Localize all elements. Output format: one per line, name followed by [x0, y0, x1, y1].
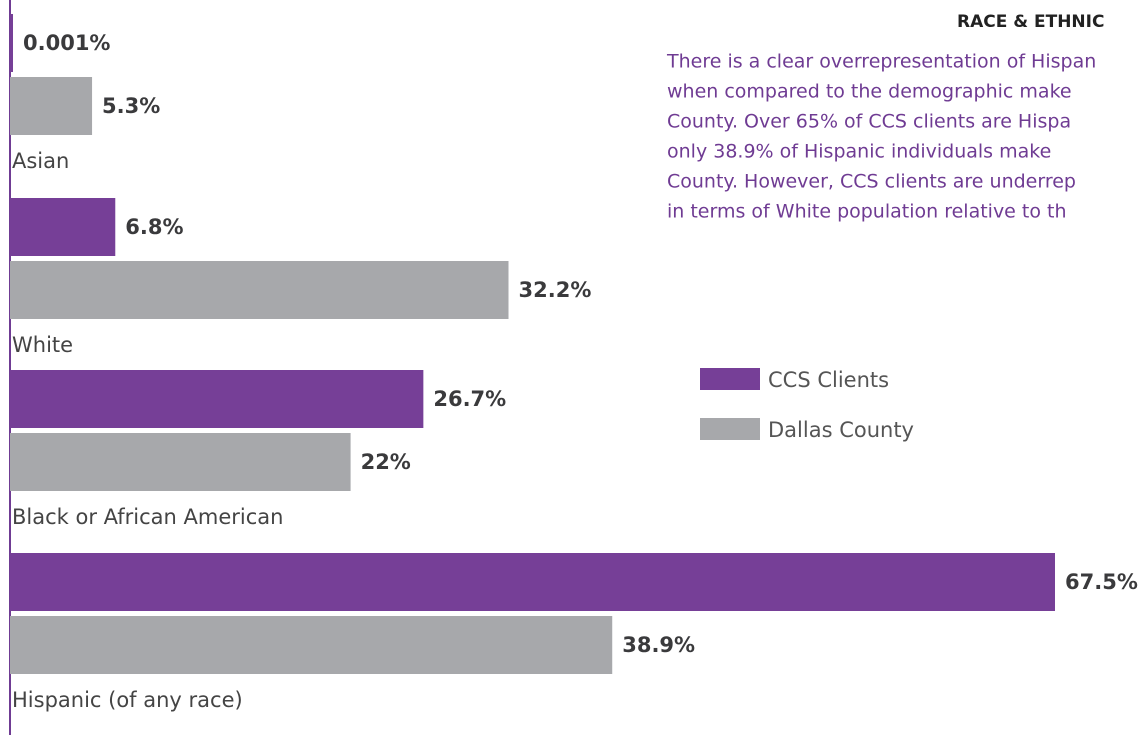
chart-title: RACE & ETHNIC — [957, 12, 1104, 32]
value-label: 0.001% — [23, 31, 110, 55]
category-label: White — [12, 333, 73, 357]
paragraph-line: only 38.9% of Hispanic individuals make — [667, 141, 1051, 163]
paragraph-line: County. However, CCS clients are underre… — [667, 171, 1076, 193]
legend-label: Dallas County — [768, 418, 914, 442]
paragraph-line: There is a clear overrepresentation of H… — [666, 51, 1096, 73]
value-label: 6.8% — [125, 215, 183, 239]
category-label: Hispanic (of any race) — [12, 688, 243, 712]
value-label: 5.3% — [102, 94, 160, 118]
category-label: Asian — [12, 149, 69, 173]
bar — [10, 433, 351, 491]
paragraph-line: when compared to the demographic make — [667, 81, 1072, 103]
bar — [10, 198, 116, 256]
bar — [10, 616, 613, 674]
paragraph-line: in terms of White population relative to… — [667, 201, 1067, 223]
value-label: 22% — [361, 450, 411, 474]
legend-swatch — [700, 368, 760, 390]
value-label: 38.9% — [622, 633, 695, 657]
legend-swatch — [700, 418, 760, 440]
bar — [10, 553, 1055, 611]
value-label: 26.7% — [433, 387, 506, 411]
value-label: 67.5% — [1065, 570, 1138, 594]
category-label: Black or African American — [12, 505, 283, 529]
bar — [10, 77, 93, 135]
bar — [10, 370, 424, 428]
legend-label: CCS Clients — [768, 368, 889, 392]
bar — [10, 14, 13, 72]
value-label: 32.2% — [519, 278, 592, 302]
bar — [10, 261, 509, 319]
paragraph-line: County. Over 65% of CCS clients are Hisp… — [667, 111, 1071, 133]
